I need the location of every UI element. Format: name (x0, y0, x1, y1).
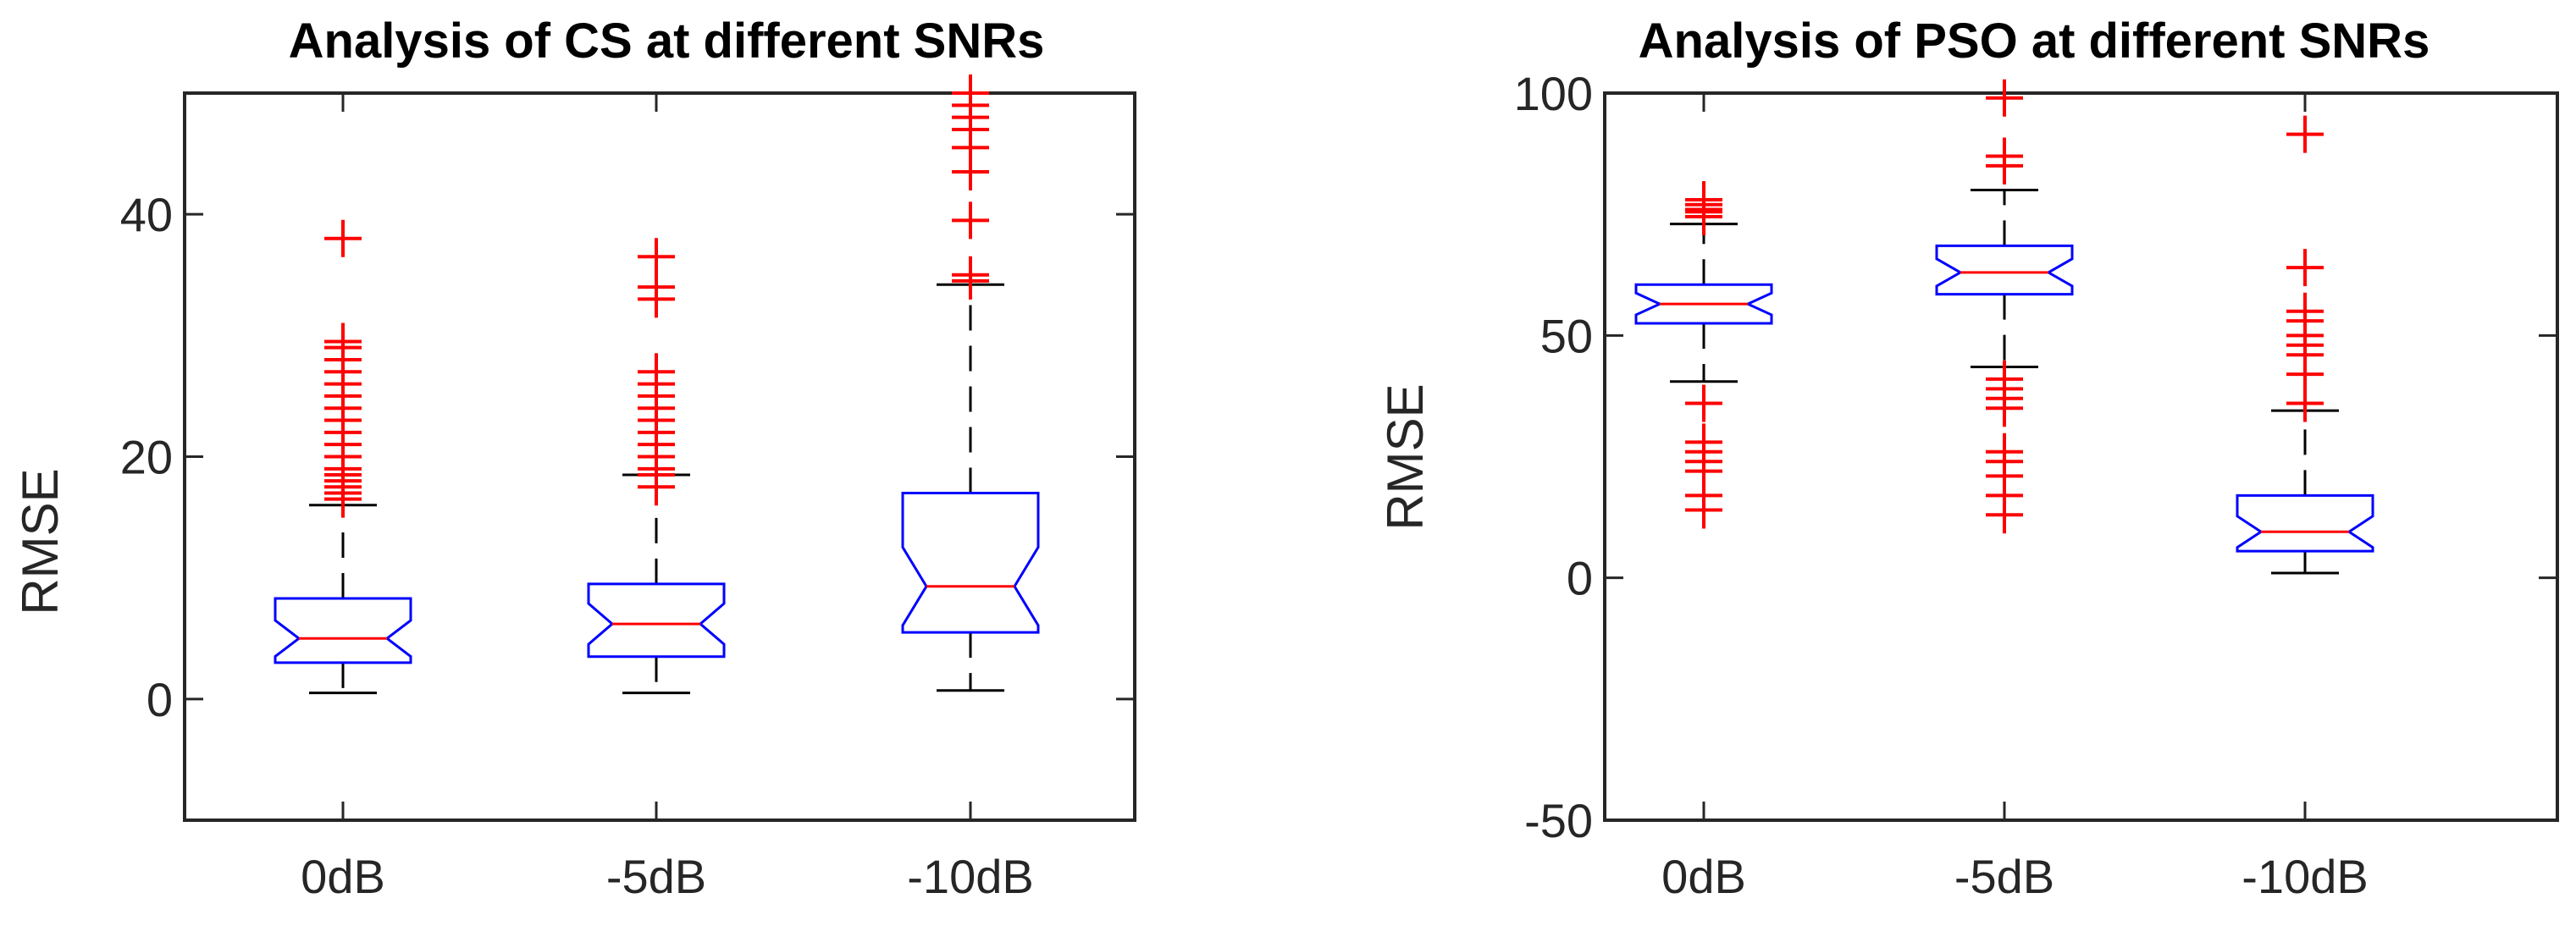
x-tick-label: -10dB (907, 850, 1033, 903)
x-tick-label: 0dB (301, 850, 385, 903)
outlier-marker (1986, 360, 2023, 398)
outlier-marker (1685, 180, 1722, 218)
plot-area-frame (1603, 91, 2559, 822)
x-tick-label: -5dB (606, 850, 706, 903)
y-tick-label: 100 (1514, 67, 1593, 120)
outlier-marker (638, 353, 675, 391)
box (1935, 244, 2074, 296)
plot-marks (1634, 79, 2374, 575)
axis-ticks (1605, 91, 2557, 822)
outlier-marker (2286, 115, 2324, 153)
y-tick-label: 40 (120, 188, 173, 241)
chart-panel-pso: Analysis of PSO at different SNRs RMSE -… (1377, 14, 2559, 903)
box (1634, 283, 1773, 325)
outlier-marker (324, 322, 362, 361)
outlier-marker (952, 201, 989, 240)
outlier-marker (1986, 433, 2023, 471)
y-tick-label: 0 (146, 673, 173, 726)
y-tick-label: 20 (120, 431, 173, 484)
outlier-marker (2286, 292, 2324, 330)
y-tick-label: -50 (1524, 794, 1593, 847)
box (2236, 493, 2374, 553)
box (901, 491, 1040, 634)
outlier-marker (324, 219, 362, 257)
chart-title: Analysis of PSO at different SNRs (1639, 14, 2430, 69)
y-axis-label: RMSE (1377, 383, 1434, 530)
box (587, 582, 726, 659)
outlier-marker (1986, 137, 2023, 175)
y-tick-label: 0 (1567, 552, 1593, 605)
outlier-marker (952, 74, 989, 112)
y-axis-label: RMSE (12, 468, 69, 615)
y-tick-label: 50 (1540, 309, 1593, 362)
outlier-marker (1685, 384, 1722, 422)
chart-panel-cs: Analysis of CS at different SNRs RMSE 0 … (12, 14, 1136, 903)
x-tick-label: -5dB (1954, 850, 2054, 903)
plot-marks (274, 74, 1040, 695)
outlier-marker (1986, 79, 2023, 117)
box (274, 597, 412, 664)
x-tick-label: -10dB (2242, 850, 2368, 903)
outlier-marker (638, 238, 675, 276)
outlier-marker (952, 256, 989, 294)
outlier-marker (2286, 249, 2324, 287)
outlier-marker (1685, 423, 1722, 461)
chart-title: Analysis of CS at different SNRs (289, 14, 1045, 69)
x-tick-label: 0dB (1661, 850, 1746, 903)
